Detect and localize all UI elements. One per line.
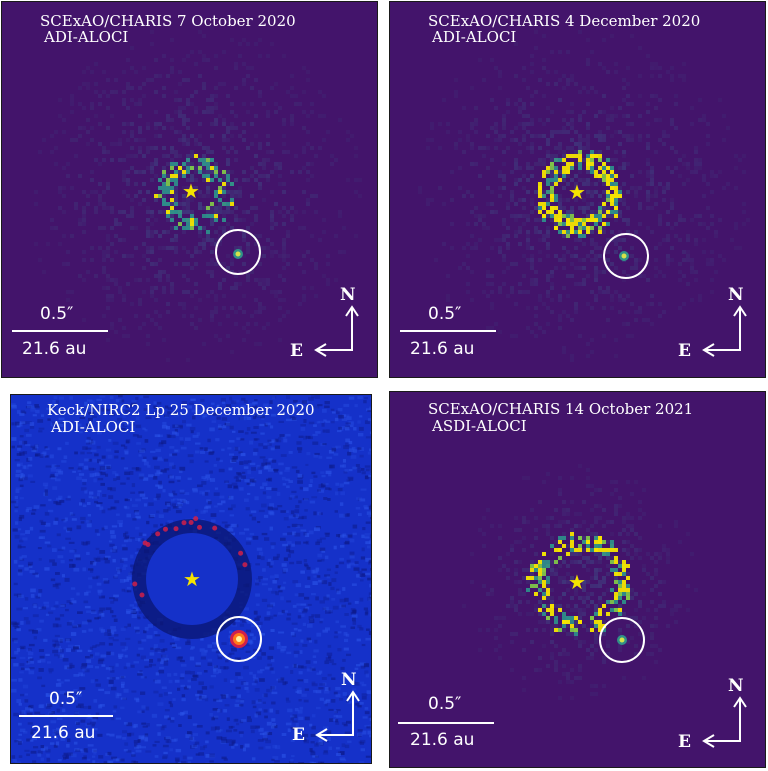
north-east-compass-icon <box>314 305 359 357</box>
image-field-nirc2-dec-2020 <box>11 395 371 763</box>
scale-au-label: 21.6 au <box>410 339 475 359</box>
north-east-compass-icon <box>702 305 747 357</box>
panel-subtitle: ADI-ALOCI <box>432 28 517 46</box>
circle-marker-icon <box>603 233 649 279</box>
scale-au-label: 21.6 au <box>22 339 87 359</box>
compass-east-label: E <box>678 341 691 361</box>
compass-east-label: E <box>678 732 691 752</box>
compass-east-label: E <box>292 725 305 745</box>
star-icon: ★ <box>183 567 201 591</box>
panel-subtitle: ADI-ALOCI <box>51 418 136 436</box>
compass-north-label: N <box>341 670 357 690</box>
scale-angle-label: 0.5″ <box>49 689 83 709</box>
panel-title: SCExAO/CHARIS 4 December 2020 <box>428 12 701 30</box>
panel-title: SCExAO/CHARIS 14 October 2021 <box>428 400 694 418</box>
scale-bar <box>12 330 108 332</box>
panel-subtitle: ASDI-ALOCI <box>432 417 527 435</box>
scale-bar <box>398 722 494 724</box>
compass-north-label: N <box>340 285 356 305</box>
scale-bar <box>400 330 496 332</box>
image-field-charis-dec-2020 <box>390 2 765 377</box>
panel-charis-oct-2020: SCExAO/CHARIS 7 October 2020 ADI-ALOCI ★… <box>1 1 378 378</box>
panel-title: Keck/NIRC2 Lp 25 December 2020 <box>47 401 315 419</box>
panel-nirc2-dec-2020: Keck/NIRC2 Lp 25 December 2020 ADI-ALOCI… <box>10 394 372 764</box>
panel-title: SCExAO/CHARIS 7 October 2020 <box>40 12 296 30</box>
north-east-compass-icon <box>702 696 747 748</box>
panel-charis-dec-2020: SCExAO/CHARIS 4 December 2020 ADI-ALOCI … <box>389 1 766 378</box>
star-icon: ★ <box>182 179 200 203</box>
scale-angle-label: 0.5″ <box>40 304 74 324</box>
scale-angle-label: 0.5″ <box>428 694 462 714</box>
circle-marker-icon <box>599 617 645 663</box>
panel-charis-oct-2021: SCExAO/CHARIS 14 October 2021 ASDI-ALOCI… <box>389 391 766 768</box>
star-icon: ★ <box>568 570 586 594</box>
panel-subtitle: ADI-ALOCI <box>44 28 129 46</box>
image-field-charis-oct-2021 <box>390 392 765 767</box>
compass-east-label: E <box>290 341 303 361</box>
scale-bar <box>19 715 113 717</box>
scale-au-label: 21.6 au <box>31 723 96 743</box>
circle-marker-icon <box>216 616 262 662</box>
compass-north-label: N <box>728 285 744 305</box>
star-icon: ★ <box>568 180 586 204</box>
scale-au-label: 21.6 au <box>410 730 475 750</box>
circle-marker-icon <box>215 229 261 275</box>
scale-angle-label: 0.5″ <box>428 304 462 324</box>
compass-north-label: N <box>728 676 744 696</box>
north-east-compass-icon <box>315 690 360 742</box>
image-field-charis-oct-2020 <box>2 2 377 377</box>
